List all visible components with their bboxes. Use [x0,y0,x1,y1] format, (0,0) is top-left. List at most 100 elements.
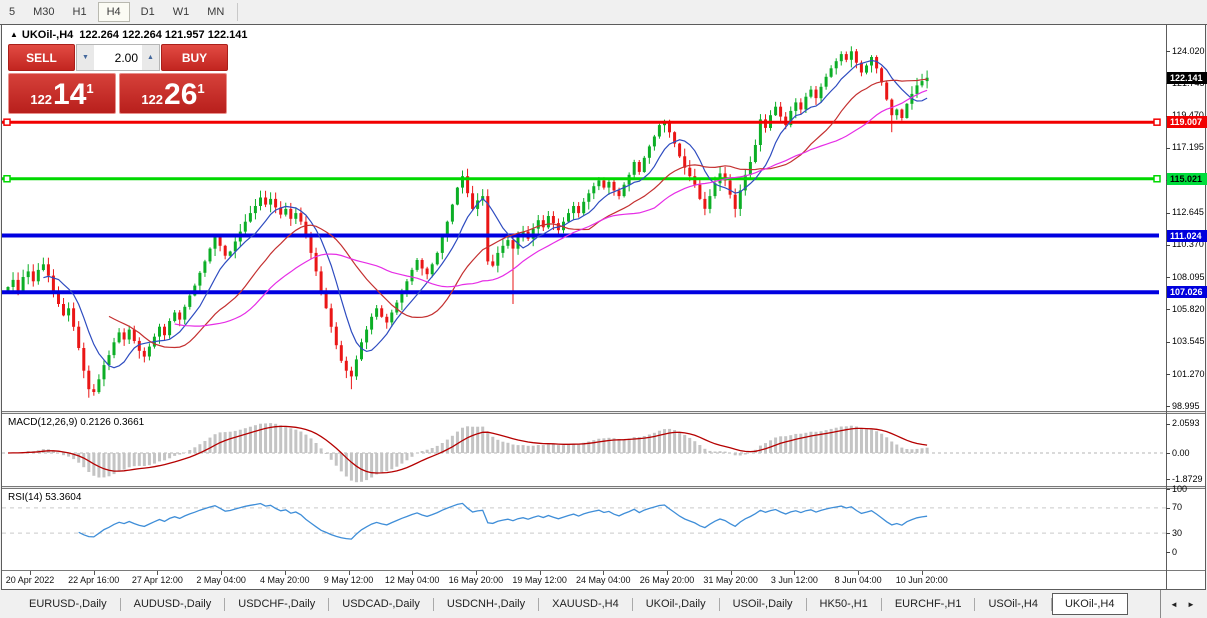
candle-body [536,220,540,229]
candle-body [243,221,247,232]
macd-panel-canvas[interactable] [2,414,1166,487]
sell-button[interactable]: SELL [8,44,75,71]
candle-body [758,119,762,145]
date-tick-mark [794,571,796,575]
candle-body [425,268,429,275]
collapse-triangle-icon[interactable]: ▲ [10,30,18,39]
macd-tick-label: -1.8729 [1172,473,1203,484]
candle-body [420,260,424,269]
price-tick-mark [1166,83,1170,85]
candle-body [748,162,752,175]
macd-tick-mark [1166,453,1170,454]
candle-body [647,146,651,158]
rsi-indicator-label: RSI(14) 53.3604 [8,492,82,503]
price-tick-mark [1166,374,1170,375]
price-axis-border [1166,25,1167,589]
tab-separator [718,597,720,611]
line-handle[interactable] [3,118,11,126]
timeframe-h4[interactable]: H4 [97,2,130,22]
candle-body [344,360,348,371]
volume-decrease-icon[interactable]: ▼ [77,45,94,70]
candle-body [708,196,712,209]
candle-body [814,89,818,99]
candle-body [112,342,116,356]
panel-splitter[interactable] [2,486,1205,489]
candle-body [880,68,884,83]
line-handle[interactable] [1153,175,1161,183]
chart-symbol-period: UKOil-,H4 [21,29,74,41]
symbol-tab-usdchf-daily[interactable]: USDCHF-,Daily [238,598,316,610]
candle-body [859,62,863,73]
candle-body [218,237,222,246]
symbol-tab-audusd-daily[interactable]: AUDUSD-,Daily [133,598,212,610]
candle-body [82,348,86,371]
candle-body [804,96,808,110]
volume-input[interactable] [94,45,142,70]
candle-body [794,102,798,111]
symbol-tab-hk50-h1[interactable]: HK50-,H1 [819,598,868,610]
candle-body [849,51,853,60]
symbol-tab-xauusd-h4[interactable]: XAUUSD-,H4 [552,598,619,610]
candle-body [834,61,838,69]
line-handle[interactable] [3,175,11,183]
panel-splitter[interactable] [2,411,1205,414]
candle-body [602,180,606,188]
window-border [1,589,1206,590]
candle-body [319,271,323,293]
date-tick-mark [348,571,350,575]
timeframe-h1[interactable]: H1 [72,6,87,18]
candle-body [920,81,924,86]
timeframe-m30[interactable]: M30 [33,6,55,18]
window-border [1205,24,1206,590]
timeframe-5[interactable]: 5 [9,6,16,18]
candle-body [582,201,586,214]
candle-body [486,196,490,262]
sell-price-tile[interactable]: 122 14 1 [8,73,116,114]
candle-body [703,198,707,209]
candle-body [466,176,470,194]
candle-body [844,54,848,60]
symbol-tab-usoil-daily[interactable]: USOil-,Daily [732,598,793,610]
tab-scroll-right-icon[interactable]: ► [1187,599,1195,609]
window-border [1,24,2,590]
tab-scroll-left-icon[interactable]: ◄ [1170,599,1178,609]
symbol-tab-ukoil-h4[interactable]: UKOil-,H4 [1051,593,1128,615]
main-chart-canvas[interactable] [2,25,1166,412]
price-tick-mark [1166,244,1170,246]
candle-body [31,271,35,282]
timeframe-w1[interactable]: W1 [172,6,190,18]
symbol-tab-usdcad-daily[interactable]: USDCAD-,Daily [342,598,420,610]
symbol-tab-usdcnh-daily[interactable]: USDCNH-,Daily [446,598,526,610]
candle-body [824,76,828,87]
symbol-tab-ukoil-daily[interactable]: UKOil-,Daily [645,598,706,610]
candle-body [349,370,353,377]
rsi-line [78,502,928,540]
price-tick-label: 101.270 [1172,368,1205,379]
rsi-panel-canvas[interactable] [2,489,1166,570]
buy-price-tile[interactable]: 122 26 1 [119,73,227,114]
candle-body [365,329,369,343]
candle-body [279,207,283,215]
tab-separator [1050,597,1052,611]
line-handle[interactable] [1153,118,1161,126]
volume-increase-icon[interactable]: ▲ [142,45,159,70]
symbol-tab-eurusd-daily[interactable]: EURUSD-,Daily [29,598,107,610]
timeframe-d1[interactable]: D1 [140,6,155,18]
candle-body [178,312,182,320]
date-tick-mark [730,571,732,575]
price-tick-label: 117.195 [1172,142,1204,153]
candle-body [11,279,15,287]
buy-button[interactable]: BUY [161,44,228,71]
candle-body [491,261,495,266]
candle-body [188,295,192,307]
candle-body [652,136,656,147]
rsi-tick-label: 100 [1172,483,1188,494]
candle-body [551,216,555,224]
candle-body [506,240,510,246]
candle-body [572,206,576,214]
symbol-tab-usoil-h4[interactable]: USOil-,H4 [988,598,1038,610]
timeframe-mn[interactable]: MN [207,6,225,18]
candle-body [6,287,10,292]
date-tick-mark [603,571,605,575]
symbol-tab-eurchf-h1[interactable]: EURCHF-,H1 [894,598,962,610]
